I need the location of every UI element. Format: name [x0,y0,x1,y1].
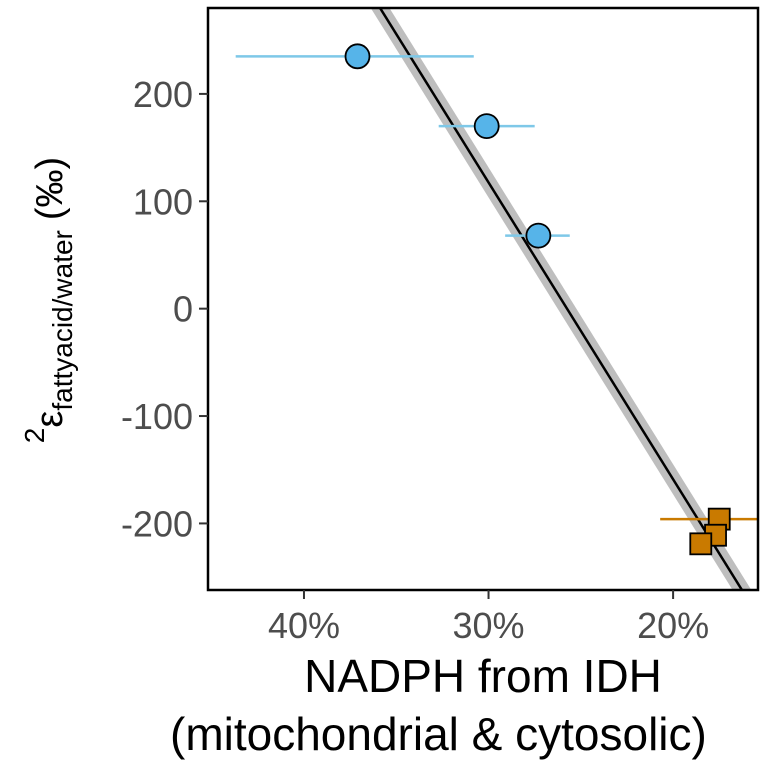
regression-line [378,8,744,590]
y-axis-title-superscript: 2 [19,428,50,444]
y-axis-title-symbol: ε [29,411,71,428]
y-axis-title-unit: (‰) [29,157,71,220]
plot-panel [235,8,758,590]
confidence-band [370,8,751,590]
data-points [344,43,731,556]
error-bars [235,55,758,546]
data-point-circle-1 [344,43,371,70]
y-tick-label: 200 [133,74,193,115]
x-tick-label: 40% [268,605,340,646]
data-point-circle-3 [525,222,552,249]
x-axis-title-line1: NADPH from IDH [304,650,662,702]
x-tick-label: 20% [637,605,709,646]
y-axis: 200 100 0 -100 -200 [121,74,208,544]
panel-border [206,6,760,592]
y-tick-label: -100 [121,396,193,437]
x-tick-label: 30% [453,605,525,646]
y-tick-label: 100 [133,181,193,222]
y-tick-label: -200 [121,503,193,544]
x-axis: 40% 30% 20% [268,590,709,646]
x-axis-title-line2: (mitochondrial & cytosolic) [170,708,707,760]
data-point-square-3 [689,532,713,556]
y-axis-title-subscript: fattyacid/water [47,230,78,411]
y-tick-label: 0 [173,289,193,330]
data-point-circle-2 [473,113,500,140]
y-axis-title: 2εfattyacid/water (‰) [19,157,78,443]
